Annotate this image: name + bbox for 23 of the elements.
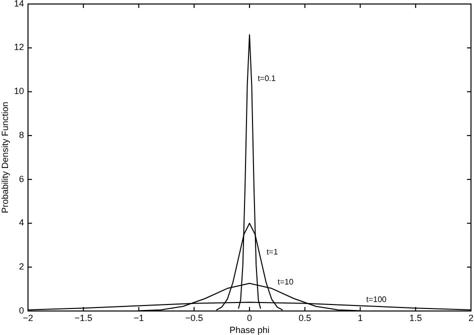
series-label: t=1 xyxy=(266,247,278,256)
x-tick-label: 1 xyxy=(358,313,363,323)
y-tick-label: 4 xyxy=(18,218,24,228)
y-tick-label: 6 xyxy=(18,174,24,184)
x-tick-label: −0.5 xyxy=(185,313,204,323)
series-label: t=0.1 xyxy=(258,74,276,84)
y-axis-title: Probability Density Function xyxy=(0,102,10,214)
x-axis-title: Phase phi xyxy=(229,325,270,335)
x-tick-label: −1 xyxy=(134,313,144,323)
x-tick-label: −2 xyxy=(22,313,34,323)
y-tick-label: 8 xyxy=(18,130,24,140)
series-label: t=100 xyxy=(366,294,388,304)
y-tick-label: 12 xyxy=(14,42,24,52)
x-tick-label: 0.5 xyxy=(298,313,312,323)
series-label: t=10 xyxy=(278,278,294,287)
x-tick-label: 0 xyxy=(246,313,252,323)
y-tick-label: 10 xyxy=(14,86,24,96)
x-tick-label: 1.5 xyxy=(409,313,422,323)
y-tick-label: 0 xyxy=(18,305,24,316)
y-tick-label: 14 xyxy=(14,0,24,8)
y-tick-label: 2 xyxy=(18,262,24,272)
x-tick-label: 2 xyxy=(468,313,474,323)
x-tick-label: −1.5 xyxy=(74,313,92,323)
